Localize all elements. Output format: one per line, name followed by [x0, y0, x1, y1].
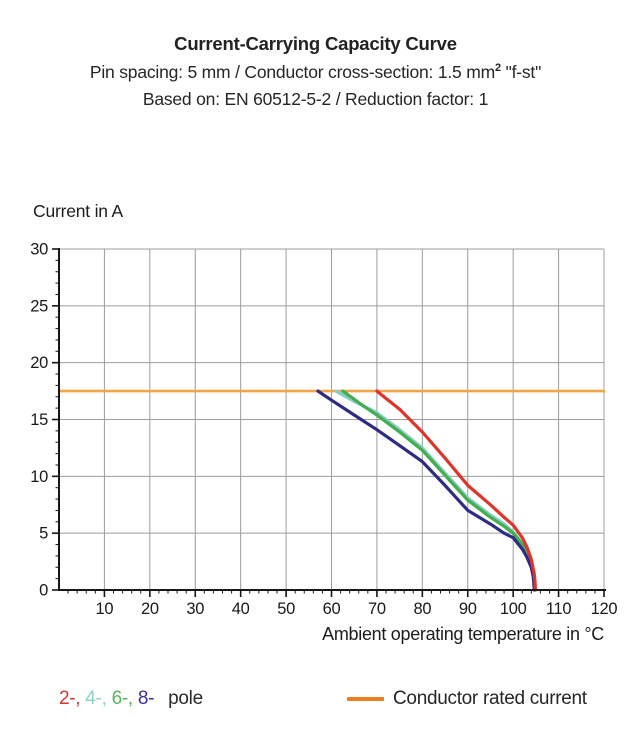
curve-8-pole	[316, 389, 536, 592]
x-tick-label: 110	[546, 600, 572, 618]
x-tick-label: 20	[141, 600, 159, 618]
chart-subtitle: Pin spacing: 5 mm / Conductor cross-sect…	[0, 59, 631, 86]
y-tick-label: 25	[30, 297, 48, 315]
y-tick-label: 10	[30, 468, 48, 486]
pole-legend-item: 8-	[137, 688, 155, 709]
pole-legend: 2-, 4-, 6-, 8- pole	[59, 688, 203, 710]
x-tick-label: 60	[323, 600, 341, 618]
x-tick-label: 50	[277, 600, 295, 618]
chart-title: Current-Carrying Capacity Curve	[174, 33, 457, 54]
y-tick-label: 0	[39, 582, 48, 600]
rated-current-legend: Conductor rated current	[347, 688, 587, 710]
x-tick-label: 80	[413, 600, 431, 618]
rated-current-swatch-icon	[347, 697, 384, 701]
y-tick-label: 30	[30, 241, 48, 259]
x-tick-label: 30	[186, 600, 204, 618]
y-axis-title: Current in A	[33, 201, 124, 221]
x-axis-title: Ambient operating temperature in °C	[322, 624, 604, 644]
subtitle-text: Pin spacing: 5 mm / Conductor cross-sect…	[89, 61, 495, 82]
y-tick-label: 20	[30, 354, 48, 372]
y-tick-label: 5	[39, 525, 48, 543]
x-tick-label: 100	[500, 600, 527, 618]
pole-legend-item: 6-,	[111, 688, 134, 709]
pole-legend-item: 4-,	[85, 688, 107, 709]
x-tick-label: 120	[591, 600, 618, 618]
x-tick-label: 90	[459, 600, 477, 618]
curve-6-pole	[341, 389, 537, 592]
rated-current-label: Conductor rated current	[393, 688, 587, 709]
chart-header: Current-Carrying Capacity Curve Pin spac…	[0, 30, 631, 113]
x-tick-label: 10	[96, 600, 114, 618]
chart-basis-line: Based on: EN 60512-5-2 / Reduction facto…	[142, 88, 489, 109]
x-tick-label: 70	[368, 600, 386, 618]
subtitle-suffix: "f-st"	[500, 61, 542, 82]
x-tick-label: 40	[232, 600, 250, 618]
y-tick-label: 15	[30, 411, 48, 429]
pole-legend-item: 2-,	[59, 688, 81, 709]
curve-2-pole	[375, 389, 538, 592]
subtitle-superscript: 2	[494, 61, 501, 74]
pole-legend-word: pole	[168, 688, 203, 709]
